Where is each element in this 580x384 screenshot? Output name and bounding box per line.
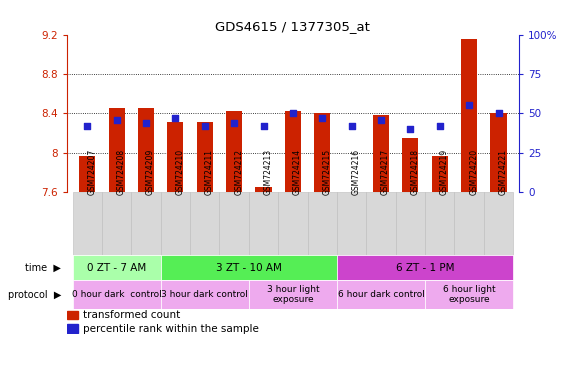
Bar [455,192,484,255]
Bar [255,187,271,192]
Bar [249,192,278,255]
Text: GSM724217: GSM724217 [381,149,390,195]
Bar [219,192,249,255]
Point [318,115,327,121]
Text: 3 ZT - 10 AM: 3 ZT - 10 AM [216,263,282,273]
Bar [307,192,337,255]
Bar [131,192,161,255]
Bar [67,311,78,319]
Bar [161,192,190,255]
Text: GSM724211: GSM724211 [205,149,214,195]
Bar [108,108,125,192]
Text: 3 hour dark control: 3 hour dark control [161,290,248,299]
Text: time  ▶: time ▶ [25,263,61,273]
Bar [190,192,219,255]
Text: GSM724210: GSM724210 [175,149,184,195]
Text: GSM724218: GSM724218 [411,149,419,195]
Bar [138,108,154,192]
Point [465,103,474,109]
Point [376,117,386,123]
Text: 6 ZT - 1 PM: 6 ZT - 1 PM [396,263,454,273]
Text: transformed count: transformed count [82,310,180,320]
Point [142,120,151,126]
Bar [226,111,242,192]
Bar [343,192,360,254]
Bar [161,280,249,309]
Bar [72,255,161,280]
Bar [373,115,389,192]
Text: GSM724220: GSM724220 [469,149,478,195]
Text: 6 hour dark control: 6 hour dark control [338,290,425,299]
Bar [314,113,331,192]
Text: GSM724214: GSM724214 [293,149,302,195]
Bar [337,192,367,255]
Point [230,120,239,126]
Point [82,123,92,129]
Bar [337,255,513,280]
Text: 0 hour dark  control: 0 hour dark control [72,290,161,299]
Bar [102,192,131,255]
Point [406,126,415,132]
Point [259,123,268,129]
Bar [249,280,337,309]
Bar [337,280,425,309]
Bar [425,280,513,309]
Point [435,123,444,129]
Text: GSM724213: GSM724213 [263,149,273,195]
Text: GSM724209: GSM724209 [146,149,155,195]
Text: 3 hour light
exposure: 3 hour light exposure [267,285,319,305]
Text: 0 ZT - 7 AM: 0 ZT - 7 AM [87,263,146,273]
Text: protocol  ▶: protocol ▶ [8,290,61,300]
Bar [432,156,448,192]
Bar [285,111,301,192]
Point [288,110,298,116]
Text: 6 hour light
exposure: 6 hour light exposure [443,285,495,305]
Point [112,117,121,123]
Text: GSM724216: GSM724216 [351,149,361,195]
Bar [367,192,396,255]
Text: GSM724219: GSM724219 [440,149,449,195]
Text: GSM724212: GSM724212 [234,149,243,195]
Bar [72,280,161,309]
Bar [425,192,455,255]
Bar [72,192,102,255]
Bar [79,156,95,192]
Text: GSM724221: GSM724221 [499,149,508,195]
Point [200,123,209,129]
Title: GDS4615 / 1377305_at: GDS4615 / 1377305_at [215,20,371,33]
Bar [396,192,425,255]
Text: GSM724215: GSM724215 [322,149,331,195]
Text: GSM724208: GSM724208 [117,149,126,195]
Bar [491,113,506,192]
Bar [461,40,477,192]
Bar [161,255,337,280]
Bar [278,192,307,255]
Bar [403,138,419,192]
Point [494,110,503,116]
Text: percentile rank within the sample: percentile rank within the sample [82,323,259,334]
Bar [167,122,183,192]
Bar [67,324,78,333]
Point [171,115,180,121]
Bar [484,192,513,255]
Bar [197,122,213,192]
Text: GSM724207: GSM724207 [87,149,96,195]
Point [347,123,356,129]
